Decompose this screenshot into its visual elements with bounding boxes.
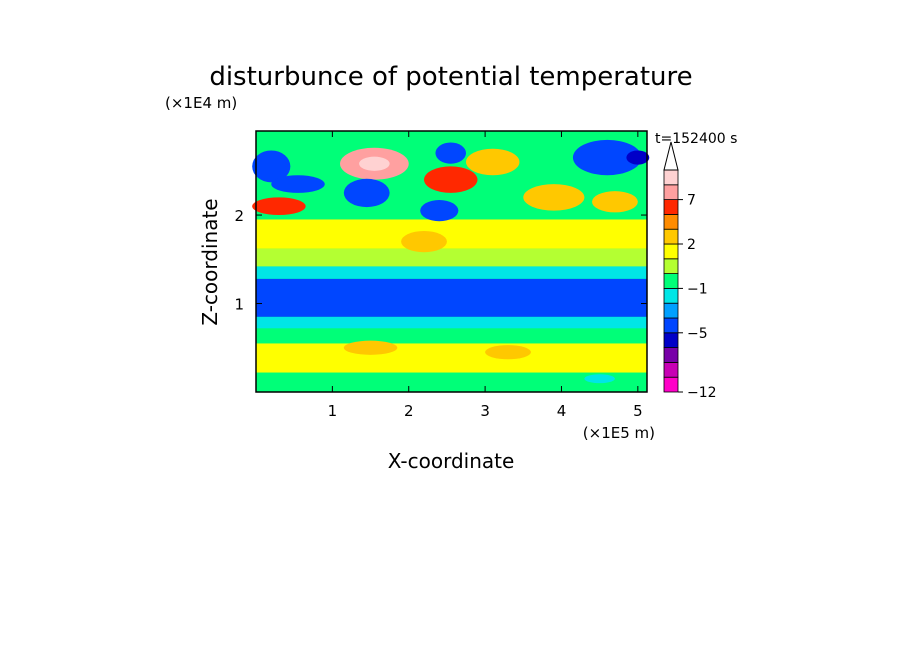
x-axis: 1 2 3 4 5 [328,131,643,420]
colorbar-label: −12 [687,385,717,401]
colorbar-segment [663,347,679,363]
colorbar-segment [663,361,679,378]
colorbar-segment [663,376,679,393]
contour-band [256,343,647,373]
x-tick-label: 5 [633,402,643,420]
y-scale-label: (×1E4 m) [165,94,237,112]
contour-band [256,316,647,329]
contour-band [256,372,647,392]
colorbar-segment [663,243,679,260]
colorbar-segment [663,169,679,186]
contour-band [256,266,647,279]
colorbar-extend-arrow [663,141,679,171]
contour-blob [572,139,642,176]
colorbar-segment [663,184,679,201]
colorbar-segment [663,213,679,230]
contour-blob [466,148,520,176]
colorbar-segment [663,273,679,289]
y-tick-label: 2 [234,207,244,225]
contour-band [256,278,647,317]
contour-blob [523,184,585,211]
contour-band [256,328,647,344]
x-tick-label: 3 [480,402,490,420]
x-axis-label: X-coordinate [388,449,515,473]
contour-blob [592,191,638,213]
colorbar-segment [663,302,679,319]
time-label: t=152400 s [655,131,737,147]
contour-blob [584,374,615,384]
y-axis-label: Z-coordinate [198,198,222,325]
contour-blob [424,166,478,193]
contour-blob [435,142,467,164]
colorbar-segment [663,332,679,348]
x-tick-label: 1 [328,402,338,420]
contour-blob [359,156,390,171]
contour-blob [271,175,325,193]
colorbar-segment [663,258,679,274]
y-tick-label: 1 [234,296,244,314]
colorbar-label: 7 [687,193,696,209]
contour-blob [401,230,447,253]
contour-blob [626,150,650,165]
colorbar-label: −1 [687,281,708,297]
contour-plot [252,131,650,392]
colorbar-segment [663,199,679,215]
contour-blob [252,197,306,216]
chart-title: disturbunce of potential temperature [209,62,692,92]
contour-blob [343,178,390,208]
colorbar-segment [663,287,679,304]
colorbar-label: −5 [687,326,708,342]
colorbar-label: 2 [687,237,696,253]
colorbar: −12−5−127 [663,141,717,401]
contour-blob [252,150,291,183]
contour-band [256,248,647,267]
x-scale-label: (×1E5 m) [583,424,655,442]
contour-band [256,219,647,249]
x-tick-label: 4 [557,402,567,420]
contour-blob [343,340,398,355]
y-axis: 12 [234,207,647,314]
colorbar-segment [663,228,679,245]
plot-frame [255,130,648,393]
x-tick-label: 2 [404,402,414,420]
contour-blob [420,200,459,222]
contour-blob [485,345,531,360]
colorbar-segment [663,317,679,334]
